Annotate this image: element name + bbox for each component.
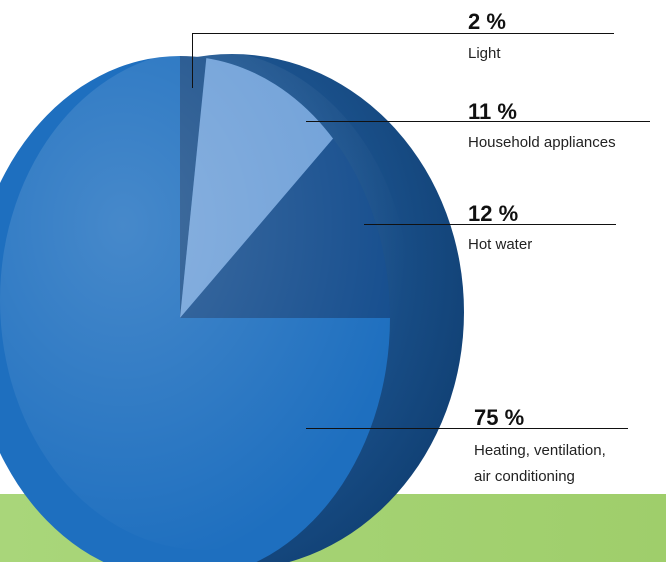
- leader-line-hotwater: [364, 224, 616, 225]
- slice-label-heating-line-2: air conditioning: [474, 468, 575, 485]
- leader-line-heating: [306, 428, 628, 429]
- leader-line-household: [306, 121, 650, 122]
- slice-percent-light: 2 %: [468, 9, 506, 34]
- slice-percent-hotwater: 12 %: [468, 201, 519, 226]
- slice-label-hotwater: Hot water: [468, 236, 533, 253]
- leader-line-light-vertical: [192, 33, 193, 88]
- slice-label-heating-line-1: Heating, ventilation,: [474, 442, 606, 459]
- slice-label-household: Household appliances: [468, 134, 616, 151]
- slice-label-light: Light: [468, 45, 501, 62]
- slice-percent-heating: 75 %: [474, 405, 525, 430]
- slice-percent-household: 11 %: [468, 99, 517, 124]
- pie-shine: [0, 50, 410, 550]
- leader-line-light: [192, 33, 614, 34]
